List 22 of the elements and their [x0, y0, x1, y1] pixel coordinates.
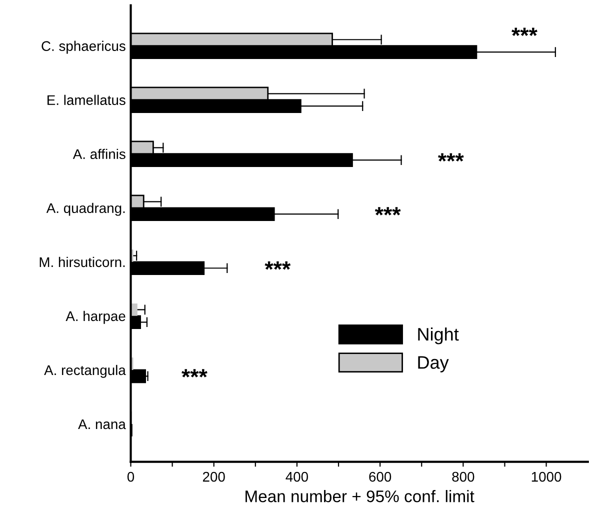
annotation: *** [182, 369, 208, 378]
y-tick-label: C. sphaericus [42, 40, 126, 54]
x-tick-label: 200 [202, 472, 225, 482]
annotation: *** [264, 261, 291, 270]
x-tick-label: 0 [127, 472, 134, 482]
y-tick-label: A. rectangula [44, 364, 126, 378]
y-tick-label: E. lamellatus [48, 94, 126, 106]
annotation: *** [512, 28, 538, 36]
x-tick-label: 800 [452, 472, 474, 482]
y-tick-label: A. nana [78, 419, 126, 430]
legend-label: Day [418, 356, 449, 372]
y-tick-label: A. quadrang. [46, 202, 125, 216]
y-tick-label: A. harpae [66, 310, 126, 324]
x-axis-title: Mean number + 95% conf. limit [246, 490, 474, 502]
x-tick-label: 600 [369, 472, 392, 482]
y-tick-label: A. affinis [72, 148, 126, 160]
y-tick-label: M. hirsuticorn. [40, 256, 125, 268]
x-tick-label: 400 [286, 472, 308, 482]
legend-label: Night [418, 327, 459, 344]
annotation: *** [374, 207, 401, 216]
annotation: *** [438, 153, 464, 162]
x-tick-label: 1000 [532, 472, 562, 482]
